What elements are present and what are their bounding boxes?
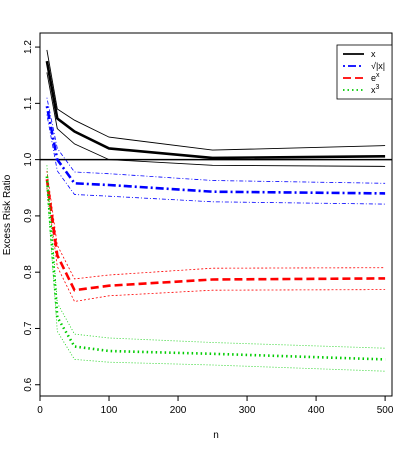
series-sqrt-abs-x-upper-band xyxy=(46,97,386,184)
y-tick-label: 0.9 xyxy=(23,209,34,223)
series-exp-x-line xyxy=(45,179,386,292)
series-layer xyxy=(40,49,392,372)
y-axis-label: Excess Risk Ratio xyxy=(2,174,13,255)
plot-frame xyxy=(39,32,393,397)
x-tick-label: 100 xyxy=(101,405,118,416)
legend-label-x: x xyxy=(371,49,376,59)
series-x-upper-band xyxy=(46,49,386,151)
y-tick-label: 0.6 xyxy=(23,377,34,391)
legend-label-exp-x: ex xyxy=(371,72,380,83)
y-tick-label: 0.8 xyxy=(23,265,34,279)
series-x-lower-band xyxy=(46,72,386,167)
axes-layer: 0 100 200 300 400 500 0.6 0.7 0.8 0.9 1.0 1.1 1.2 xyxy=(23,40,394,416)
legend-label-x-cubed: x3 xyxy=(371,84,380,95)
y-tick-label: 0.7 xyxy=(23,321,34,335)
x-tick-label: 0 xyxy=(37,405,43,416)
y-tick-label: 1.2 xyxy=(23,40,34,54)
series-sqrt-abs-x-lower-band xyxy=(46,114,386,205)
x-tick-label: 300 xyxy=(239,405,256,416)
series-sqrt-abs-x-line xyxy=(45,105,386,195)
x-tick-label: 200 xyxy=(170,405,187,416)
series-exp-x-upper-band xyxy=(46,170,386,280)
x-tick-label: 500 xyxy=(377,405,394,416)
x-tick-label: 400 xyxy=(308,405,325,416)
y-tick-label: 1.0 xyxy=(23,152,34,166)
series-x-cubed-line xyxy=(45,176,386,361)
x-axis-label: n xyxy=(213,430,219,441)
y-tick-label: 1.1 xyxy=(23,96,34,110)
series-exp-x-lower-band xyxy=(46,187,386,302)
series-x-line xyxy=(45,60,386,160)
legend-label-sqrt-abs-x: √|x| xyxy=(371,61,385,71)
